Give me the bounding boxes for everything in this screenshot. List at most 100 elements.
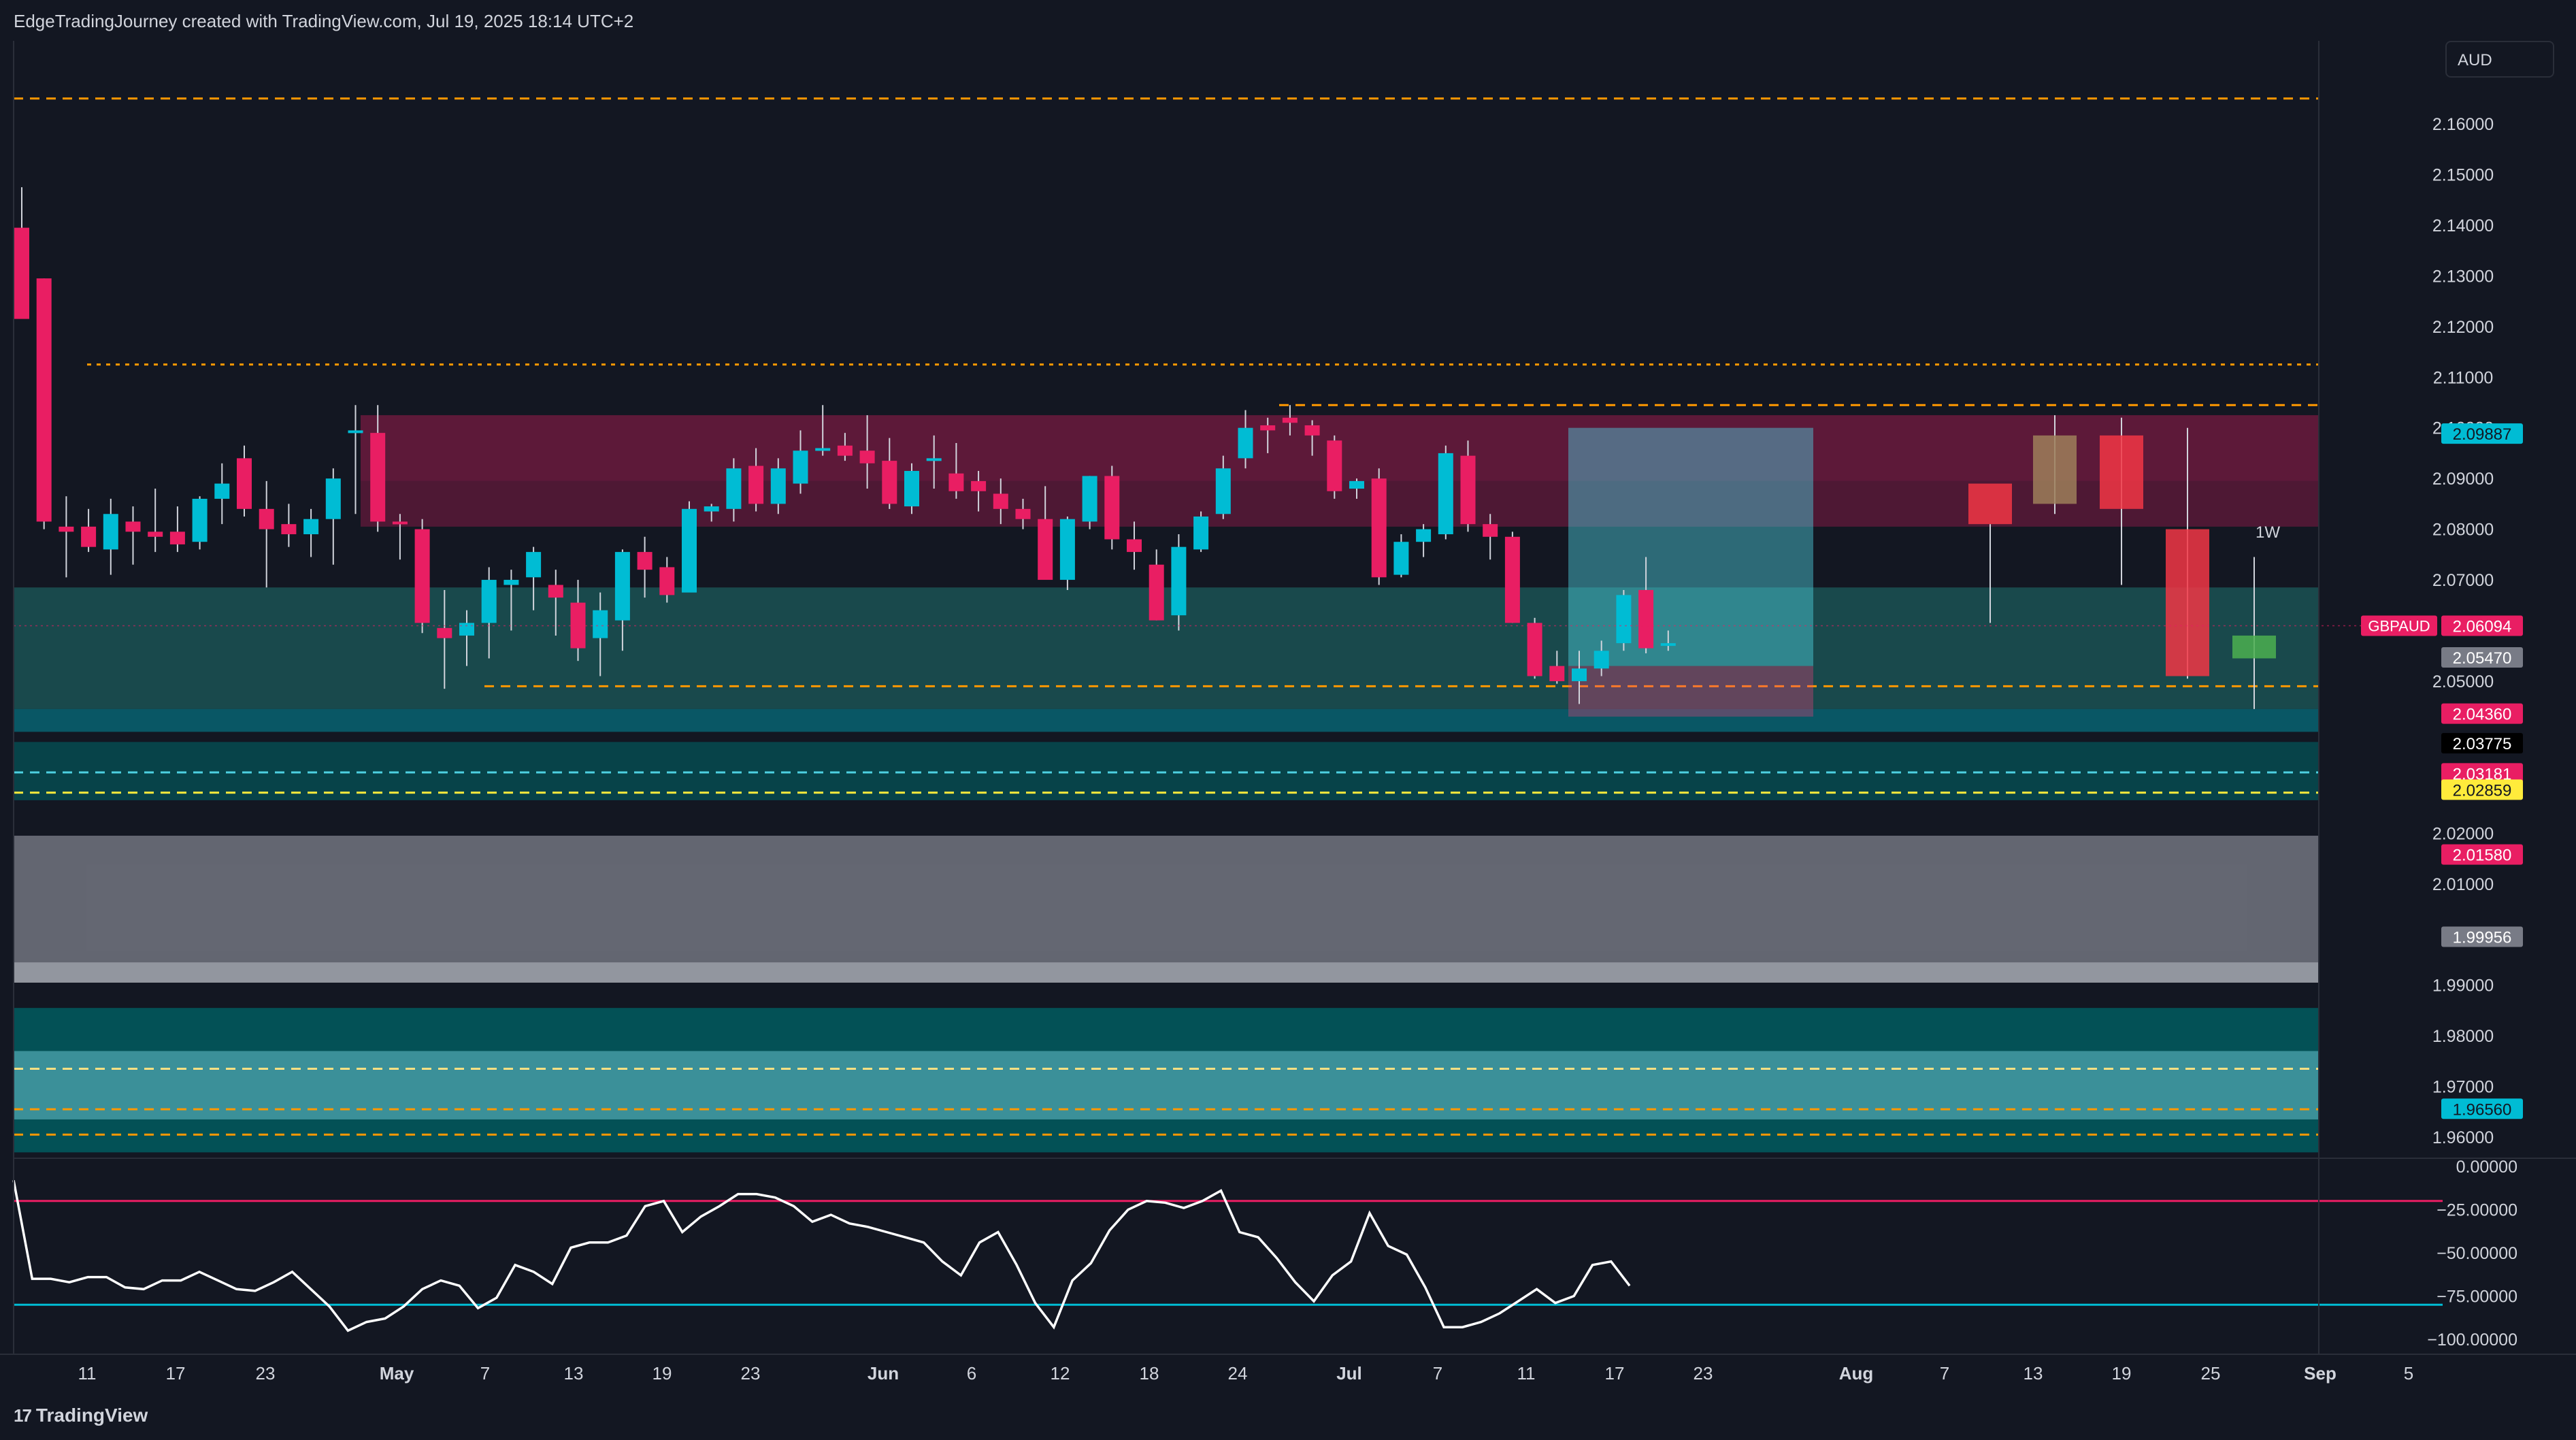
daily-candle[interactable]	[325, 468, 341, 565]
daily-candle[interactable]	[1371, 468, 1387, 585]
daily-candle[interactable]	[125, 506, 141, 565]
tradingview-logo[interactable]: 17 TradingView	[14, 1405, 148, 1426]
time-axis[interactable]: 11 17 23 May 7 13 19 23 Jun 6 12 18 24 Jul 7 11 17 23 Aug 7…	[0, 41, 2576, 1384]
daily-candle[interactable]	[169, 506, 185, 553]
daily-candle[interactable]	[659, 557, 675, 603]
daily-candle[interactable]	[36, 278, 52, 529]
candles-layer[interactable]	[14, 187, 1676, 704]
daily-candle[interactable]	[414, 519, 430, 634]
price-label[interactable]: 2.01580	[2441, 844, 2523, 865]
daily-candle[interactable]	[259, 480, 274, 588]
daily-candle[interactable]	[926, 435, 942, 489]
daily-candle[interactable]	[882, 438, 897, 509]
daily-candle[interactable]	[570, 580, 586, 661]
daily-candle[interactable]	[1483, 514, 1498, 560]
daily-candle[interactable]	[192, 496, 208, 550]
position-tool[interactable]	[1568, 427, 1813, 717]
price-axis[interactable]: 2.16000 2.15000 2.14000 2.13000 2.12000 2.110…	[14, 115, 2523, 1147]
daily-candle[interactable]	[214, 463, 230, 525]
daily-candle[interactable]	[1572, 651, 1587, 704]
daily-candle[interactable]	[726, 458, 742, 522]
weekly-candle[interactable]	[2166, 427, 2209, 679]
weekly-candle[interactable]	[2100, 417, 2143, 585]
daily-candle[interactable]	[859, 415, 875, 489]
daily-candle[interactable]	[837, 433, 853, 461]
price-label[interactable]: 2.03775	[2441, 733, 2523, 754]
daily-candle[interactable]	[1438, 445, 1453, 540]
daily-candle[interactable]	[548, 570, 563, 636]
daily-candle[interactable]	[1082, 476, 1097, 529]
daily-candle[interactable]	[1015, 498, 1031, 529]
weekly-candles-layer[interactable]: 1W	[1968, 415, 2280, 709]
daily-candle[interactable]	[81, 508, 97, 553]
daily-candle[interactable]	[1327, 435, 1342, 499]
daily-candle[interactable]	[614, 549, 630, 651]
daily-candle[interactable]	[1349, 478, 1364, 499]
price-label[interactable]: 1.96560	[2441, 1098, 2523, 1119]
daily-candle[interactable]	[348, 405, 363, 514]
daily-candle[interactable]	[1616, 589, 1632, 651]
daily-candle[interactable]	[904, 463, 919, 514]
position-target-area[interactable]	[1568, 427, 1813, 666]
daily-candle[interactable]	[1393, 534, 1409, 578]
daily-candle[interactable]	[303, 508, 319, 557]
daily-candle[interactable]	[793, 430, 808, 494]
weekly-candle[interactable]	[2232, 557, 2276, 709]
daily-candle[interactable]	[1127, 521, 1142, 570]
daily-candle[interactable]	[370, 405, 386, 532]
daily-candle[interactable]	[682, 501, 697, 593]
daily-candle[interactable]	[1527, 617, 1542, 679]
daily-candle[interactable]	[971, 470, 987, 512]
symbol-tag-bg[interactable]	[2361, 615, 2437, 636]
weekly-candle[interactable]	[1968, 483, 2012, 623]
daily-candle[interactable]	[503, 570, 519, 631]
daily-candle[interactable]	[1104, 465, 1120, 550]
daily-candle[interactable]	[1660, 630, 1676, 651]
daily-candle[interactable]	[1460, 440, 1476, 532]
daily-candle[interactable]	[1638, 557, 1654, 654]
daily-candle[interactable]	[637, 536, 653, 598]
daily-candle[interactable]	[1594, 640, 1609, 676]
daily-candle[interactable]	[1059, 516, 1075, 590]
daily-candle[interactable]	[815, 405, 831, 456]
rsi-pane[interactable]: 0.00000 −25.00000 −50.00000 −75.00000 −100.0…	[12, 1158, 2576, 1349]
daily-candle[interactable]	[1171, 534, 1187, 631]
daily-candle[interactable]	[459, 610, 474, 666]
daily-candle[interactable]	[237, 445, 252, 517]
daily-candle[interactable]	[437, 589, 452, 689]
daily-candle[interactable]	[392, 514, 408, 560]
price-label[interactable]: 1.99956	[2441, 926, 2523, 947]
price-label[interactable]: 2.02859	[2441, 779, 2523, 800]
price-label[interactable]: 2.04360	[2441, 703, 2523, 724]
price-label[interactable]: 2.05470	[2441, 647, 2523, 668]
daily-candle[interactable]	[526, 546, 542, 610]
daily-candle[interactable]	[993, 478, 1008, 525]
daily-candle[interactable]	[1304, 420, 1320, 456]
daily-candle[interactable]	[1215, 455, 1231, 519]
daily-candle[interactable]	[59, 496, 74, 578]
daily-candle[interactable]	[1038, 486, 1053, 580]
price-label[interactable]: 2.09887	[2441, 423, 2523, 444]
daily-candle[interactable]	[1282, 405, 1298, 436]
price-label[interactable]: 2.06094	[2441, 615, 2523, 636]
daily-candle[interactable]	[593, 592, 608, 676]
daily-candle[interactable]	[770, 458, 786, 514]
daily-candle[interactable]	[1193, 511, 1209, 553]
daily-candle[interactable]	[948, 443, 964, 499]
daily-candle[interactable]	[1260, 417, 1276, 453]
daily-candle[interactable]	[704, 504, 719, 522]
daily-candle[interactable]	[1504, 531, 1520, 623]
weekly-candle[interactable]	[2033, 415, 2077, 514]
daily-candle[interactable]	[281, 504, 297, 547]
position-stop-area[interactable]	[1568, 666, 1813, 717]
daily-candle[interactable]	[481, 567, 497, 659]
daily-candle[interactable]	[1238, 410, 1253, 469]
daily-candle[interactable]	[1416, 524, 1432, 557]
rsi-line[interactable]	[12, 1179, 1631, 1332]
daily-candle[interactable]	[1149, 549, 1164, 621]
currency-selector[interactable]: AUD	[2445, 41, 2554, 78]
daily-candle[interactable]	[148, 489, 163, 553]
daily-candle[interactable]	[748, 448, 764, 512]
daily-candle[interactable]	[103, 498, 118, 575]
